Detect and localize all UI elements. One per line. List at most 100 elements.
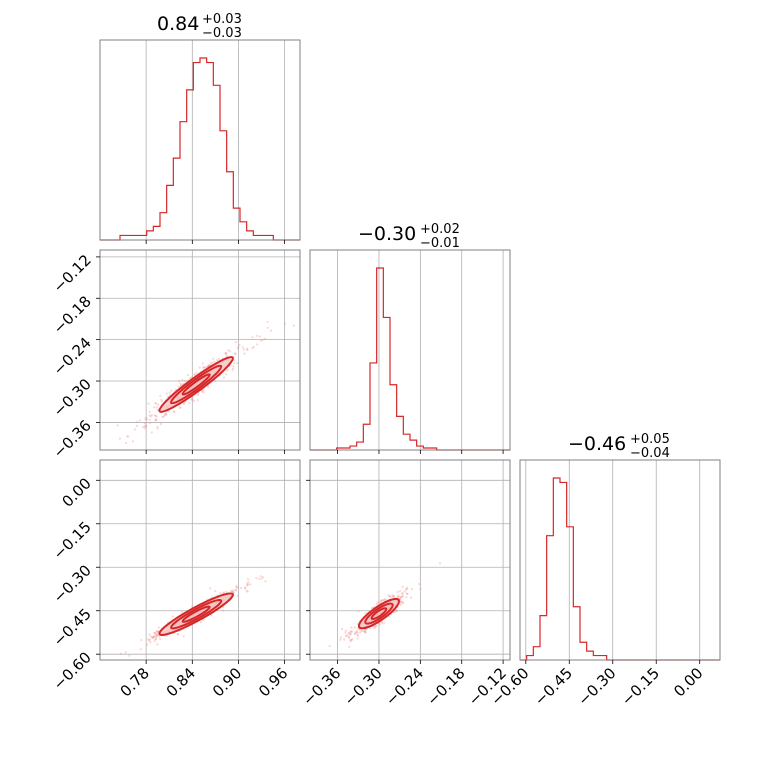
sample-point (182, 635, 185, 638)
sample-point (245, 589, 248, 592)
sample-point (128, 654, 131, 657)
sample-point (179, 382, 182, 385)
sample-point (165, 392, 168, 395)
sample-point (383, 622, 386, 625)
sample-point (203, 366, 207, 369)
sample-point (228, 350, 232, 353)
sample-point (140, 638, 143, 642)
hist-panel-2-xtick-label: −0.15 (618, 664, 663, 709)
hist-panel-2-xtick-label: −0.45 (531, 664, 576, 709)
sample-point (394, 610, 397, 613)
sample-point (350, 638, 353, 642)
sample-point (355, 630, 358, 634)
sample-point (177, 633, 180, 636)
sample-point (351, 638, 354, 641)
sample-point (237, 346, 240, 349)
sample-point (198, 366, 201, 369)
sample-point (154, 419, 157, 422)
sample-point (144, 424, 147, 427)
title-param-0-plus: +0.03 (202, 12, 242, 27)
sample-point (342, 638, 346, 641)
sample-point (148, 414, 151, 417)
sample-point (150, 431, 153, 434)
sample-point (347, 633, 350, 636)
sample-point (405, 595, 408, 599)
sample-point (202, 618, 205, 621)
sample-point (344, 629, 347, 632)
sample-point (155, 633, 158, 636)
sample-point (236, 594, 240, 597)
sample-point (350, 630, 353, 633)
sample-point (218, 358, 221, 361)
sample-point (360, 629, 363, 633)
sample-point (381, 598, 384, 602)
sample-point (382, 598, 385, 602)
title-param-1: −0.30 (358, 223, 416, 245)
sample-point (177, 385, 180, 389)
sample-point (225, 590, 228, 594)
sample-point (153, 631, 156, 634)
sample-point (258, 335, 261, 338)
sample-point (224, 352, 227, 355)
sample-point (381, 622, 384, 625)
sample-point (127, 435, 130, 438)
sample-point (234, 589, 238, 592)
sample-point (233, 358, 236, 362)
scatter-panel-0-2-xtick-label: 0.84 (163, 664, 199, 700)
sample-point (222, 376, 226, 379)
sample-point (383, 597, 387, 601)
sample-point (392, 595, 395, 598)
sample-point (379, 601, 382, 604)
sample-point (153, 632, 156, 635)
scatter-panel-0-2-ytick-label: −0.30 (50, 561, 95, 606)
sample-point (249, 583, 252, 586)
sample-point (181, 378, 184, 382)
sample-point (399, 600, 403, 604)
sample-point (399, 596, 403, 599)
sample-point (160, 400, 163, 403)
sample-point (353, 632, 357, 636)
sample-point (162, 415, 165, 418)
sample-point (246, 347, 249, 350)
sample-point (375, 602, 378, 606)
sample-point (259, 339, 263, 342)
sample-point (148, 421, 152, 425)
sample-point (199, 621, 203, 624)
sample-point (349, 633, 352, 636)
sample-point (397, 595, 400, 598)
sample-point (246, 582, 249, 585)
sample-point (155, 629, 158, 633)
sample-point (370, 606, 374, 610)
scatter-panel-1-2-xtick-label: −0.24 (382, 664, 427, 709)
sample-point (348, 636, 351, 639)
sample-point (171, 615, 174, 618)
hist-panel-2-frame (519, 459, 721, 661)
sample-point (392, 611, 396, 614)
sample-point (150, 413, 154, 417)
sample-point (403, 590, 406, 593)
sample-point (392, 594, 395, 598)
sample-point (400, 603, 403, 606)
sample-point (136, 420, 139, 423)
sample-point (246, 583, 250, 586)
sample-point (153, 406, 156, 409)
sample-point (144, 425, 148, 428)
sample-point (235, 586, 238, 589)
sample-point (355, 630, 358, 633)
sample-point (251, 347, 254, 350)
sample-point (405, 592, 409, 595)
title-param-1-plus: +0.02 (420, 222, 460, 237)
scatter-panel-0-2-xtick-label: 0.96 (255, 664, 291, 700)
sample-point (143, 425, 146, 428)
sample-point (410, 588, 413, 591)
sample-point (396, 609, 399, 612)
sample-point (149, 641, 152, 644)
sample-point (283, 322, 286, 325)
sample-point (438, 562, 442, 565)
sample-point (235, 584, 238, 588)
sample-point (235, 586, 239, 589)
sample-point (356, 627, 360, 630)
sample-point (159, 637, 162, 640)
hist-panel-1-frame (309, 249, 511, 451)
sample-point (213, 380, 217, 383)
